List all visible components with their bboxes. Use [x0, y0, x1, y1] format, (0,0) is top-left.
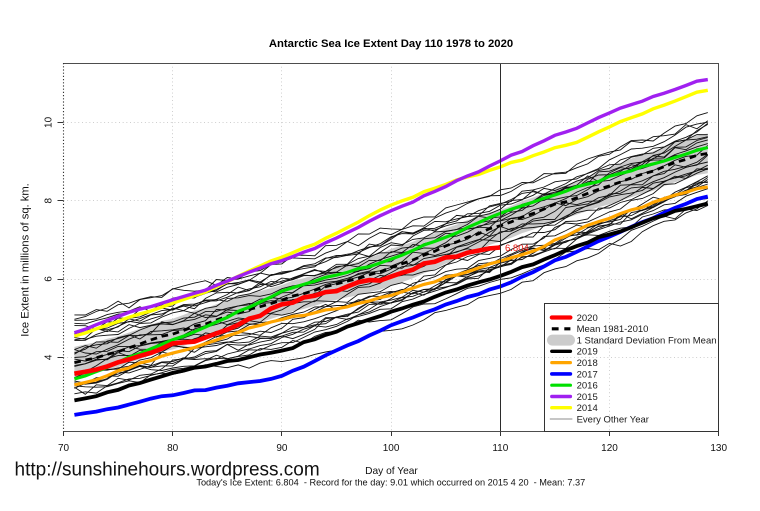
- svg-text:1 Standard Deviation From Mean: 1 Standard Deviation From Mean: [577, 336, 717, 347]
- svg-text:10: 10: [44, 116, 55, 128]
- svg-text:2014: 2014: [577, 403, 598, 414]
- svg-text:2019: 2019: [577, 347, 598, 358]
- svg-text:8: 8: [44, 197, 55, 203]
- svg-text:110: 110: [492, 443, 508, 454]
- svg-text:90: 90: [276, 443, 288, 454]
- svg-text:6.804: 6.804: [505, 243, 529, 254]
- svg-text:Day of Year: Day of Year: [365, 466, 418, 477]
- svg-text:80: 80: [167, 443, 179, 454]
- svg-text:Every Other Year: Every Other Year: [577, 414, 649, 425]
- svg-text:2017: 2017: [577, 369, 598, 380]
- svg-text:130: 130: [710, 443, 727, 454]
- svg-text:120: 120: [601, 443, 618, 454]
- svg-text:Antarctic Sea Ice Extent Day 1: Antarctic Sea Ice Extent Day 110 1978 to…: [269, 38, 513, 50]
- svg-text:70: 70: [58, 443, 70, 454]
- svg-text:2016: 2016: [577, 381, 598, 392]
- svg-text:Mean 1981-2010: Mean 1981-2010: [577, 324, 649, 335]
- svg-text:4: 4: [44, 354, 55, 360]
- svg-text:100: 100: [383, 443, 400, 454]
- svg-text:http://sunshinehours.wordpress: http://sunshinehours.wordpress.com: [15, 460, 320, 481]
- svg-text:Ice Extent in millions of sq.: Ice Extent in millions of sq. km.: [20, 183, 32, 337]
- svg-text:2018: 2018: [577, 358, 598, 369]
- svg-text:2015: 2015: [577, 392, 598, 403]
- svg-text:Today's Ice Extent: 6.804 - R: Today's Ice Extent: 6.804 - Record for t…: [196, 478, 585, 488]
- svg-text:6: 6: [44, 276, 55, 282]
- svg-text:2020: 2020: [577, 313, 598, 324]
